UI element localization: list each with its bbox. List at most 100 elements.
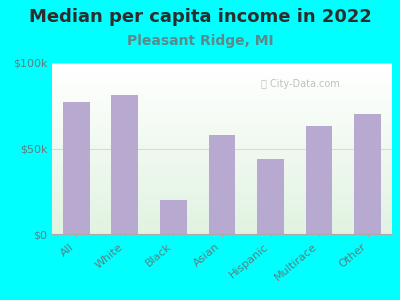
Bar — [52, 65, 392, 66]
Bar — [52, 193, 392, 195]
Bar — [52, 191, 392, 193]
Bar — [52, 200, 392, 202]
Bar — [52, 124, 392, 126]
Bar — [52, 224, 392, 226]
Bar — [52, 104, 392, 106]
Bar — [52, 181, 392, 183]
Bar — [52, 160, 392, 162]
Bar — [52, 198, 392, 200]
Bar — [52, 123, 392, 124]
Bar — [257, 159, 284, 234]
Bar — [52, 142, 392, 143]
Bar — [52, 220, 392, 222]
Bar — [52, 162, 392, 164]
Bar — [52, 80, 392, 82]
Bar — [52, 176, 392, 178]
Bar — [52, 72, 392, 73]
Bar — [52, 205, 392, 207]
Bar — [52, 183, 392, 184]
Bar — [52, 100, 392, 102]
Bar — [52, 150, 392, 152]
Bar — [52, 145, 392, 147]
Text: 🔍 City-Data.com: 🔍 City-Data.com — [261, 79, 340, 88]
Bar — [52, 214, 392, 215]
Bar — [52, 68, 392, 70]
Bar — [52, 172, 392, 174]
Bar — [52, 75, 392, 77]
Bar — [52, 99, 392, 100]
Bar — [52, 138, 392, 140]
Bar — [52, 219, 392, 220]
Bar — [52, 147, 392, 148]
Bar — [52, 232, 392, 234]
Bar — [52, 167, 392, 169]
Bar — [52, 70, 392, 72]
Bar — [52, 135, 392, 137]
Bar — [52, 226, 392, 227]
Bar — [52, 77, 392, 78]
Bar — [52, 111, 392, 112]
Bar — [52, 229, 392, 231]
Bar — [52, 63, 392, 65]
Text: Pleasant Ridge, MI: Pleasant Ridge, MI — [127, 34, 273, 49]
Bar — [52, 186, 392, 188]
Bar — [52, 184, 392, 186]
Bar — [52, 166, 392, 167]
Bar — [52, 152, 392, 154]
Bar — [52, 154, 392, 155]
Bar — [160, 200, 187, 234]
Bar — [52, 112, 392, 114]
Bar — [52, 133, 392, 135]
Bar — [52, 130, 392, 131]
Bar — [52, 89, 392, 90]
Bar — [52, 188, 392, 190]
Bar — [52, 159, 392, 161]
Bar — [52, 92, 392, 94]
Bar — [52, 136, 392, 138]
Bar — [52, 190, 392, 191]
Bar — [52, 87, 392, 89]
Bar — [52, 106, 392, 107]
Text: Median per capita income in 2022: Median per capita income in 2022 — [28, 8, 372, 26]
Bar — [52, 215, 392, 217]
Bar — [52, 178, 392, 179]
Bar — [52, 97, 392, 99]
Bar — [52, 217, 392, 219]
Bar — [52, 155, 392, 157]
Bar — [52, 121, 392, 123]
Bar — [209, 135, 235, 234]
Bar — [354, 114, 381, 234]
Bar — [52, 85, 392, 87]
Bar — [112, 95, 138, 234]
Bar — [52, 66, 392, 68]
Bar — [52, 131, 392, 133]
Bar — [52, 212, 392, 214]
Bar — [52, 116, 392, 118]
Bar — [52, 208, 392, 210]
Bar — [52, 222, 392, 224]
Bar — [52, 114, 392, 116]
Bar — [52, 140, 392, 142]
Bar — [52, 73, 392, 75]
Bar — [52, 109, 392, 111]
Bar — [52, 119, 392, 121]
Bar — [52, 179, 392, 181]
Bar — [63, 102, 90, 234]
Bar — [52, 95, 392, 97]
Bar — [52, 128, 392, 130]
Bar — [52, 78, 392, 80]
Bar — [52, 207, 392, 208]
Bar — [52, 118, 392, 119]
Bar — [52, 231, 392, 232]
Bar — [52, 126, 392, 128]
Bar — [52, 102, 392, 104]
Bar — [52, 148, 392, 150]
Bar — [52, 164, 392, 166]
Bar — [52, 157, 392, 159]
Bar — [52, 174, 392, 176]
Bar — [52, 169, 392, 171]
Bar — [52, 203, 392, 205]
Bar — [52, 83, 392, 85]
Bar — [52, 195, 392, 197]
Bar — [52, 171, 392, 172]
